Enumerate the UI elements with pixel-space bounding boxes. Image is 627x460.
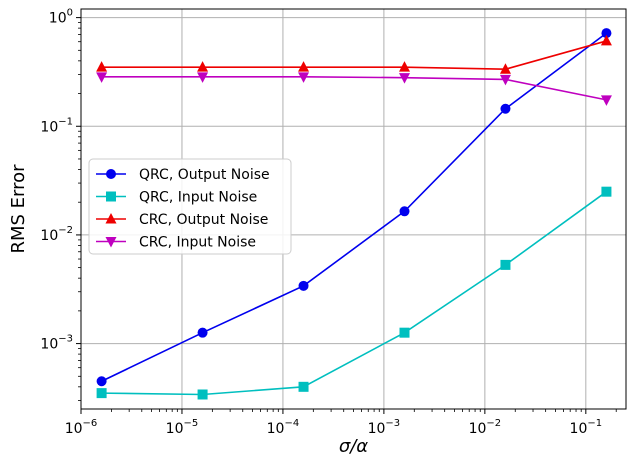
series-line-3 [101,40,607,71]
y-tick-label: 10−2 [40,225,73,244]
y-tick-label: 10−1 [40,116,73,135]
legend-marker [106,169,116,179]
data-point [399,73,411,84]
data-point [601,186,612,197]
legend-label: CRC, Output Noise [139,212,268,228]
x-tick-label: 10−6 [65,418,98,437]
axis-ticks: 10−6 10−5 10−4 10−3 10−2 10−1 10−3 10−2 10−1 100 [40,8,617,437]
x-tick-label: 10−2 [469,418,502,437]
y-axis-label: RMS Error [8,164,29,254]
data-point [399,61,411,72]
data-point [600,34,612,46]
data-point [96,72,108,83]
grid [80,9,626,409]
x-tick-label: 10−4 [267,418,300,437]
data-point [298,280,309,291]
legend-label: CRC, Input Noise [139,235,256,251]
series-line-4 [101,76,607,101]
data-point [197,327,208,338]
data-point [601,28,612,39]
data-point [96,61,108,72]
data-point [500,103,511,114]
data-point [399,327,410,338]
legend-box [88,158,292,255]
series-line-1 [101,32,607,382]
data-point [298,61,310,72]
legend-marker [105,213,117,224]
y-tick-label: 100 [49,8,73,27]
legend-label: QRC, Output Noise [139,167,270,183]
data-point [197,389,208,400]
data-point [298,72,310,83]
legend-marker [106,191,116,202]
data-point [197,72,209,83]
y-tick-label: 10−3 [40,334,73,353]
data-point [499,63,511,74]
data-point [298,381,309,392]
legend-marker [105,237,117,248]
x-tick-label: 10−1 [570,418,603,437]
data-point [499,74,511,86]
x-tick-label: 10−3 [368,418,401,437]
x-tick-label: 10−5 [166,418,199,437]
legend-label: QRC, Input Noise [139,190,257,206]
plot-series [96,28,612,400]
data-point [96,388,107,399]
data-point [197,61,209,72]
data-point [600,95,612,106]
data-point [96,376,107,387]
series-line-2 [101,191,607,396]
data-point [399,206,410,217]
x-axis-label: σ/α [339,436,368,457]
data-point [500,259,511,270]
legend: QRC, Output Noise QRC, Input Noise CRC, Ou… [88,158,292,255]
